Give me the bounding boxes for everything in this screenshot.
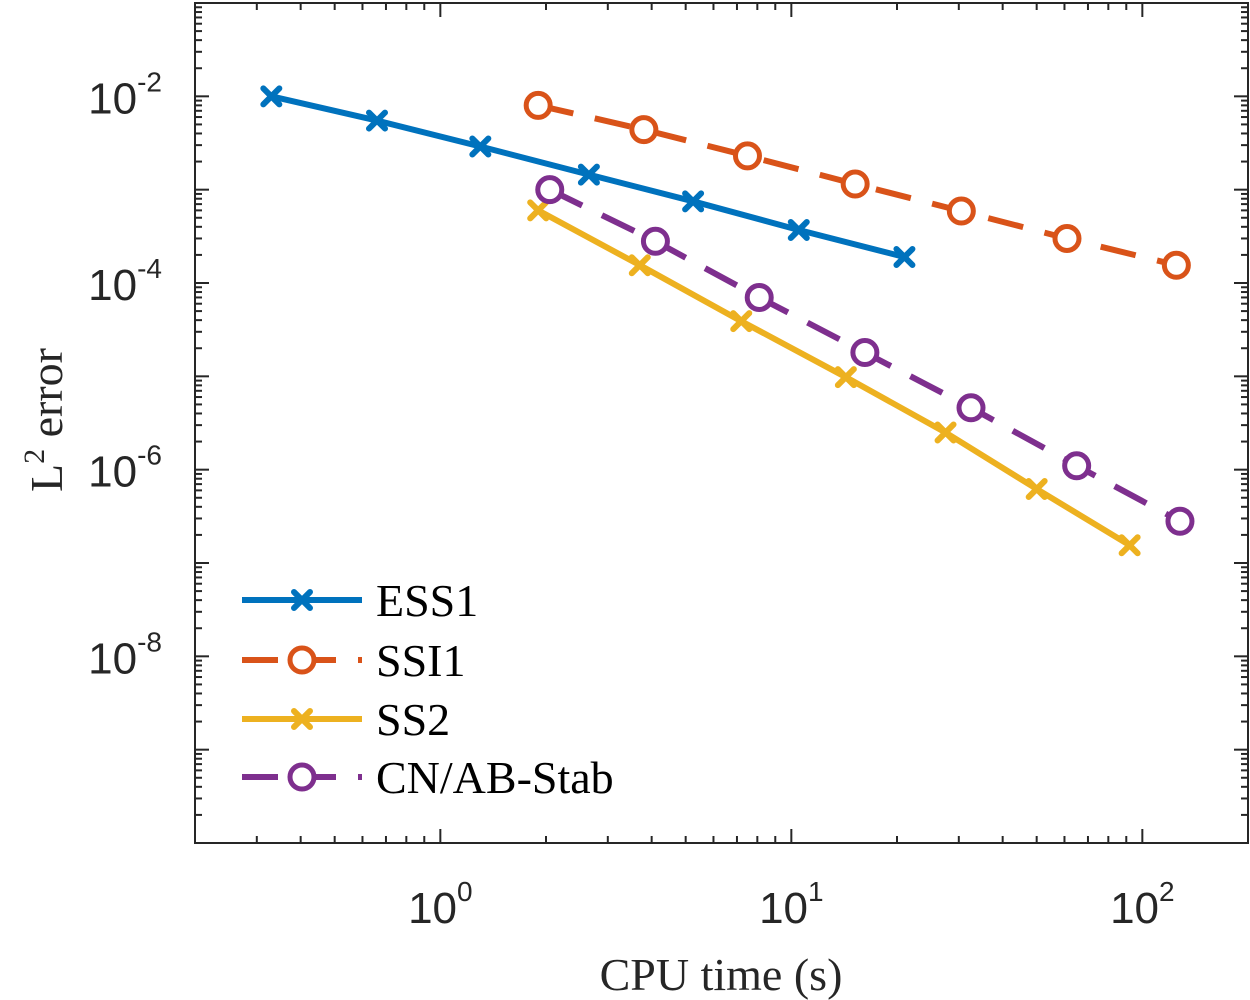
data-point-ss2-stroke-b bbox=[1025, 478, 1048, 501]
x-tick-base: 10 bbox=[408, 884, 457, 933]
data-point-ess1-stroke-b bbox=[682, 190, 705, 213]
x-axis-title: CPU time (s) bbox=[600, 949, 843, 1000]
data-point-ssi1 bbox=[840, 169, 870, 199]
y-tick-base: 10 bbox=[88, 261, 137, 310]
legend-marker-ess1-stroke-b bbox=[291, 589, 313, 611]
data-point-ss2 bbox=[834, 366, 857, 389]
data-point-ss2 bbox=[527, 199, 550, 222]
y-tick-label: 10-8 bbox=[88, 626, 162, 683]
data-point-ssi1 bbox=[732, 141, 762, 171]
data-point-ess1 bbox=[469, 135, 492, 158]
y-tick-label: 10-4 bbox=[88, 253, 162, 310]
x-tick-exp: 1 bbox=[808, 876, 824, 907]
data-point-cn-ab-stab bbox=[1062, 451, 1092, 481]
legend-marker-cn-ab-stab bbox=[287, 762, 317, 792]
data-point-cn-ab-stab bbox=[956, 393, 986, 423]
series-ssi1 bbox=[523, 90, 1191, 280]
y-tick-base: 10 bbox=[88, 634, 137, 683]
data-point-ssi1 bbox=[523, 90, 553, 120]
x-axis: 100 101 102 bbox=[194, 3, 1249, 933]
y-tick-exp: -8 bbox=[137, 626, 162, 657]
data-point-ss2 bbox=[934, 421, 957, 444]
y-tick-exp: -4 bbox=[137, 253, 162, 284]
legend-label-ssi1: SSI1 bbox=[376, 635, 465, 686]
data-point-cn-ab-stab bbox=[744, 282, 774, 312]
legend-label-ss2: SS2 bbox=[376, 694, 450, 745]
data-point-ss2 bbox=[730, 310, 753, 333]
x-tick-exp: 0 bbox=[457, 876, 473, 907]
x-tick-base: 10 bbox=[759, 884, 808, 933]
y-axis-title: L2 error bbox=[18, 348, 72, 492]
data-point-ss2-stroke-b bbox=[628, 254, 651, 277]
legend-marker-ess1 bbox=[291, 589, 313, 611]
axes-box bbox=[194, 2, 1249, 844]
legend-label-cn-ab-stab: CN/AB-Stab bbox=[376, 752, 614, 803]
legend-item-ss2: SS2 bbox=[242, 694, 450, 745]
legend-item-ssi1: SSI1 bbox=[242, 635, 465, 686]
data-point-ess1-stroke-b bbox=[577, 163, 600, 186]
data-point-cn-ab-stab bbox=[850, 338, 880, 368]
data-point-ess1-stroke-b bbox=[893, 245, 916, 268]
data-point-ss2 bbox=[1118, 534, 1141, 557]
legend: ESS1 SSI1 SS2 CN/AB-Stab bbox=[242, 575, 614, 803]
data-point-ssi1 bbox=[629, 115, 659, 145]
legend-item-cn-ab-stab: CN/AB-Stab bbox=[242, 752, 614, 803]
series-ess1 bbox=[260, 85, 916, 268]
x-tick-base: 10 bbox=[1110, 884, 1159, 933]
y-tick-label: 10-2 bbox=[88, 66, 162, 123]
y-axis-title-rest: error bbox=[21, 348, 72, 449]
series-cn-ab-stab bbox=[535, 175, 1195, 536]
data-point-ss2-stroke-b bbox=[527, 199, 550, 222]
y-tick-exp: -2 bbox=[137, 66, 162, 97]
data-point-ss2 bbox=[1025, 478, 1048, 501]
legend-marker-ssi1 bbox=[287, 645, 317, 675]
data-point-ss2-stroke-b bbox=[934, 421, 957, 444]
series-ss2 bbox=[527, 199, 1141, 557]
data-point-ss2-stroke-b bbox=[730, 310, 753, 333]
data-point-ess1-stroke-b bbox=[260, 85, 283, 108]
x-tick-label: 101 bbox=[759, 876, 824, 933]
legend-marker-ss2 bbox=[291, 708, 313, 730]
y-tick-label: 10-6 bbox=[88, 440, 162, 497]
y-tick-exp: -6 bbox=[137, 440, 162, 471]
data-point-ess1 bbox=[577, 163, 600, 186]
axes-frame bbox=[194, 2, 1249, 844]
data-point-cn-ab-stab bbox=[535, 175, 565, 205]
data-point-ess1 bbox=[682, 190, 705, 213]
data-point-cn-ab-stab bbox=[1165, 506, 1195, 536]
data-point-ess1 bbox=[365, 109, 388, 132]
data-point-ess1-stroke-b bbox=[787, 218, 810, 241]
y-axis-title-sup: 2 bbox=[18, 449, 51, 464]
y-axis: 10-210-410-610-8 bbox=[88, 2, 1248, 844]
plot-area bbox=[260, 85, 1195, 557]
data-point-ss2 bbox=[628, 254, 651, 277]
y-tick-base: 10 bbox=[88, 74, 137, 123]
data-point-ess1 bbox=[893, 245, 916, 268]
data-point-ess1 bbox=[787, 218, 810, 241]
y-tick-base: 10 bbox=[88, 448, 137, 497]
x-tick-label: 102 bbox=[1110, 876, 1175, 933]
data-point-ss2-stroke-b bbox=[834, 366, 857, 389]
data-point-ess1 bbox=[260, 85, 283, 108]
legend-label-ess1: ESS1 bbox=[376, 575, 478, 626]
data-point-ess1-stroke-b bbox=[469, 135, 492, 158]
x-tick-exp: 2 bbox=[1159, 876, 1175, 907]
y-axis-title-base: L bbox=[21, 464, 72, 492]
data-point-ssi1 bbox=[946, 196, 976, 226]
data-point-ess1-stroke-b bbox=[365, 109, 388, 132]
legend-marker-ss2-stroke-b bbox=[291, 708, 313, 730]
data-point-ss2-stroke-b bbox=[1118, 534, 1141, 557]
legend-item-ess1: ESS1 bbox=[242, 575, 478, 626]
x-tick-label: 100 bbox=[408, 876, 473, 933]
data-point-ssi1 bbox=[1052, 223, 1082, 253]
data-point-cn-ab-stab bbox=[640, 226, 670, 256]
data-point-ssi1 bbox=[1161, 250, 1191, 280]
